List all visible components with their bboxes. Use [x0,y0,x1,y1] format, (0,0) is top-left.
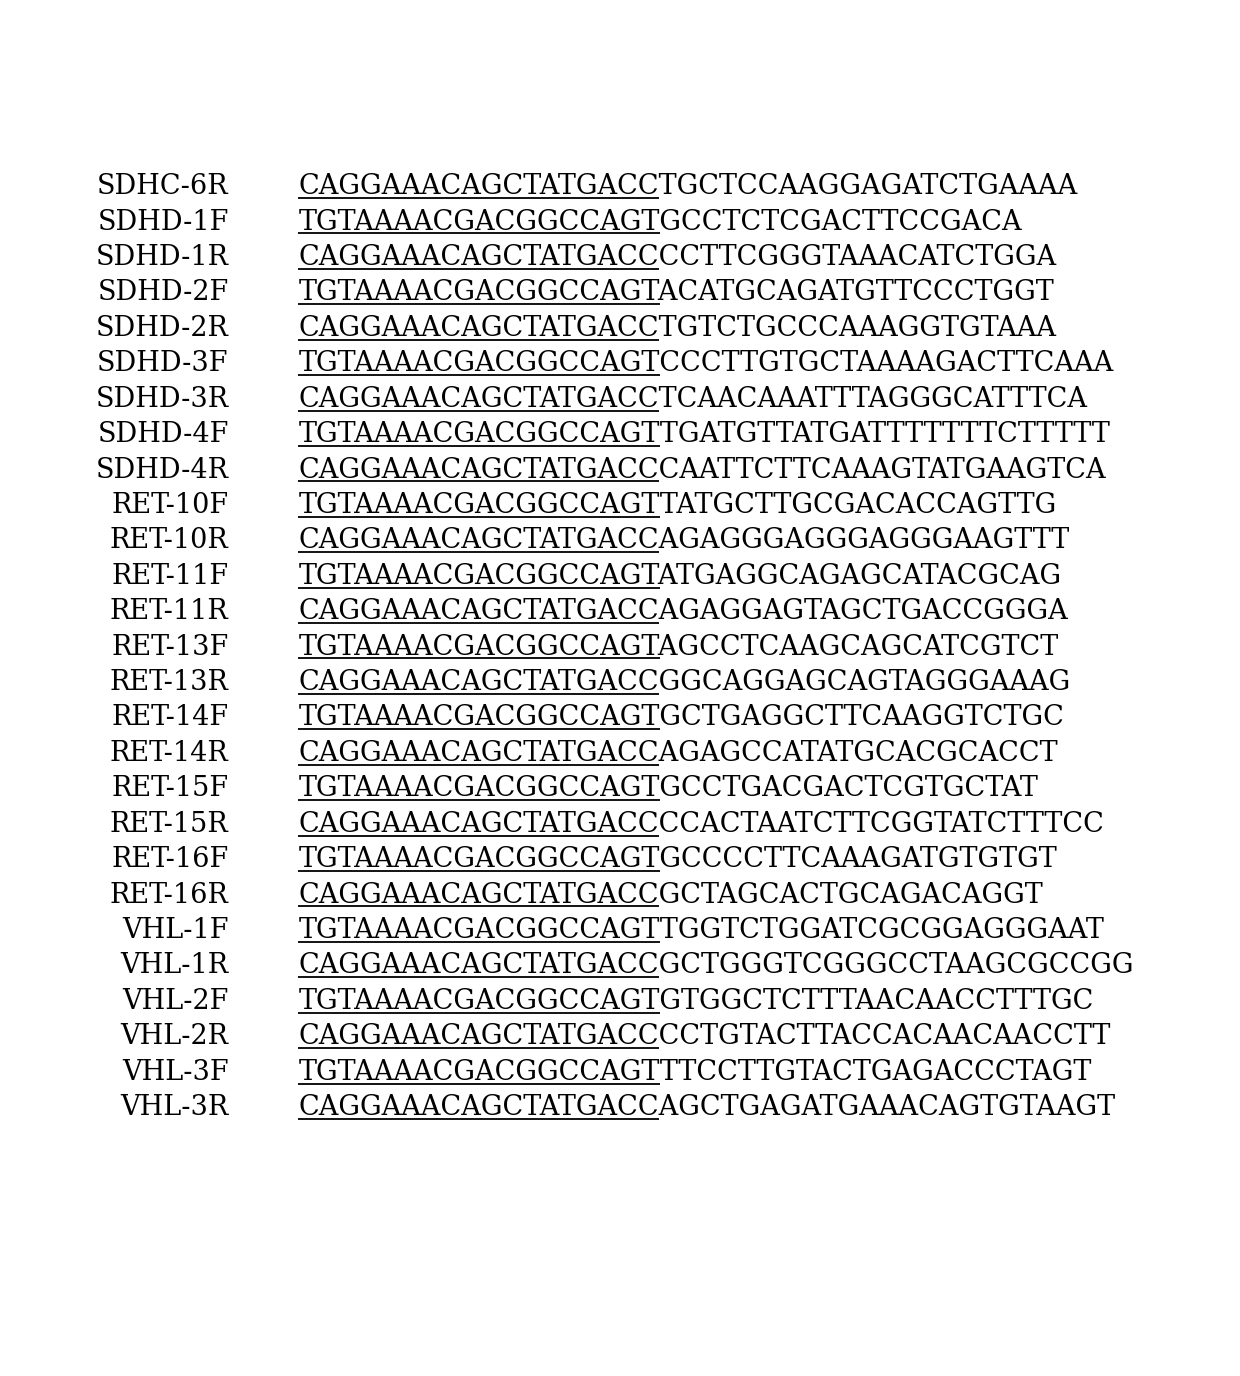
Text: RET-10R: RET-10R [110,527,228,555]
Text: RET-11R: RET-11R [110,599,228,625]
Text: SDHD-2R: SDHD-2R [95,315,228,341]
Text: CAGGAAACAGCTATGACCCCTGTACTTACCACAACAACCTT: CAGGAAACAGCTATGACCCCTGTACTTACCACAACAACCT… [299,1024,1111,1050]
Text: VHL-2R: VHL-2R [120,1024,228,1050]
Text: RET-16R: RET-16R [110,882,228,908]
Text: CAGGAAACAGCTATGACCTGTCTGCCCAAAGGTGTAAA: CAGGAAACAGCTATGACCTGTCTGCCCAAAGGTGTAAA [299,315,1056,341]
Text: TGTAAAACGACGGCCAGTCCCTTGTGCTAAAAGACTTCAAA: TGTAAAACGACGGCCAGTCCCTTGTGCTAAAAGACTTCAA… [299,351,1114,377]
Text: CAGGAAACAGCTATGACCAGCTGAGATGAAACAGTGTAAGT: CAGGAAACAGCTATGACCAGCTGAGATGAAACAGTGTAAG… [299,1094,1116,1121]
Text: RET-13R: RET-13R [110,669,228,696]
Text: CAGGAAACAGCTATGACCCAATTCTTCAAAGTATGAAGTCA: CAGGAAACAGCTATGACCCAATTCTTCAAAGTATGAAGTC… [299,457,1106,483]
Text: SDHD-2F: SDHD-2F [98,279,228,307]
Text: SDHD-4F: SDHD-4F [97,421,228,449]
Text: CAGGAAACAGCTATGACCGCTAGCACTGCAGACAGGT: CAGGAAACAGCTATGACCGCTAGCACTGCAGACAGGT [299,882,1043,908]
Text: CAGGAAACAGCTATGACCAGAGCCATATGCACGCACCT: CAGGAAACAGCTATGACCAGAGCCATATGCACGCACCT [299,740,1058,766]
Text: SDHD-1R: SDHD-1R [95,244,228,271]
Text: VHL-1R: VHL-1R [120,952,228,980]
Text: TGTAAAACGACGGCCAGTGCCCCTTCAAAGATGTGTGT: TGTAAAACGACGGCCAGTGCCCCTTCAAAGATGTGTGT [299,846,1058,874]
Text: VHL-2F: VHL-2F [123,988,228,1015]
Text: VHL-3R: VHL-3R [120,1094,228,1121]
Text: TGTAAAACGACGGCCAGTACATGCAGATGTTCCCTGGT: TGTAAAACGACGGCCAGTACATGCAGATGTTCCCTGGT [299,279,1054,307]
Text: TGTAAAACGACGGCCAGTGCCTGACGACTCGTGCTAT: TGTAAAACGACGGCCAGTGCCTGACGACTCGTGCTAT [299,775,1038,802]
Text: SDHC-6R: SDHC-6R [97,173,228,200]
Text: CAGGAAACAGCTATGACCTGCTCCAAGGAGATCTGAAAA: CAGGAAACAGCTATGACCTGCTCCAAGGAGATCTGAAAA [299,173,1078,200]
Text: RET-15F: RET-15F [112,775,228,802]
Text: TGTAAAACGACGGCCAGTGTGGCTCTTTAACAACCTTTGC: TGTAAAACGACGGCCAGTGTGGCTCTTTAACAACCTTTGC [299,988,1094,1015]
Text: TGTAAAACGACGGCCAGTTTCCTTGTACTGAGACCCTAGT: TGTAAAACGACGGCCAGTTTCCTTGTACTGAGACCCTAGT [299,1058,1091,1086]
Text: SDHD-4R: SDHD-4R [95,457,228,483]
Text: RET-11F: RET-11F [112,563,228,590]
Text: TGTAAAACGACGGCCAGTGCCTCTCGACTTCCGACA: TGTAAAACGACGGCCAGTGCCTCTCGACTTCCGACA [299,209,1022,235]
Text: CAGGAAACAGCTATGACCAGAGGGAGGGAGGGAAGTTT: CAGGAAACAGCTATGACCAGAGGGAGGGAGGGAAGTTT [299,527,1070,555]
Text: RET-13F: RET-13F [112,633,228,660]
Text: TGTAAAACGACGGCCAGTTATGCTTGCGACACCAGTTG: TGTAAAACGACGGCCAGTTATGCTTGCGACACCAGTTG [299,493,1056,519]
Text: RET-16F: RET-16F [112,846,228,874]
Text: SDHD-3F: SDHD-3F [97,351,228,377]
Text: SDHD-3R: SDHD-3R [95,385,228,413]
Text: VHL-1F: VHL-1F [122,916,228,944]
Text: VHL-3F: VHL-3F [122,1058,228,1086]
Text: SDHD-1F: SDHD-1F [97,209,228,235]
Text: TGTAAAACGACGGCCAGTGCTGAGGCTTCAAGGTCTGC: TGTAAAACGACGGCCAGTGCTGAGGCTTCAAGGTCTGC [299,705,1064,732]
Text: CAGGAAACAGCTATGACCTCAACAAATTTAGGGCATTTCA: CAGGAAACAGCTATGACCTCAACAAATTTAGGGCATTTCA [299,385,1087,413]
Text: RET-14F: RET-14F [112,705,228,732]
Text: TGTAAAACGACGGCCAGTATGAGGCAGAGCATACGCAG: TGTAAAACGACGGCCAGTATGAGGCAGAGCATACGCAG [299,563,1061,590]
Text: CAGGAAACAGCTATGACCAGAGGAGTAGCTGACCGGGA: CAGGAAACAGCTATGACCAGAGGAGTAGCTGACCGGGA [299,599,1068,625]
Text: RET-15R: RET-15R [110,810,228,838]
Text: TGTAAAACGACGGCCAGTTGGTCTGGATCGCGGAGGGAAT: TGTAAAACGACGGCCAGTTGGTCTGGATCGCGGAGGGAAT [299,916,1105,944]
Text: RET-10F: RET-10F [112,493,228,519]
Text: CAGGAAACAGCTATGACCCCTTCGGGTAAACATCTGGA: CAGGAAACAGCTATGACCCCTTCGGGTAAACATCTGGA [299,244,1056,271]
Text: CAGGAAACAGCTATGACCCCACTAATCTTCGGTATCTTTCC: CAGGAAACAGCTATGACCCCACTAATCTTCGGTATCTTTC… [299,810,1105,838]
Text: CAGGAAACAGCTATGACCGCTGGGTCGGGCCTAAGCGCCGG: CAGGAAACAGCTATGACCGCTGGGTCGGGCCTAAGCGCCG… [299,952,1133,980]
Text: CAGGAAACAGCTATGACCGGCAGGAGCAGTAGGGAAAG: CAGGAAACAGCTATGACCGGCAGGAGCAGTAGGGAAAG [299,669,1070,696]
Text: TGTAAAACGACGGCCAGTTGATGTTATGATTTTTTTCTTTTT: TGTAAAACGACGGCCAGTTGATGTTATGATTTTTTTCTTT… [299,421,1110,449]
Text: RET-14R: RET-14R [110,740,228,766]
Text: TGTAAAACGACGGCCAGTAGCCTCAAGCAGCATCGTCT: TGTAAAACGACGGCCAGTAGCCTCAAGCAGCATCGTCT [299,633,1059,660]
